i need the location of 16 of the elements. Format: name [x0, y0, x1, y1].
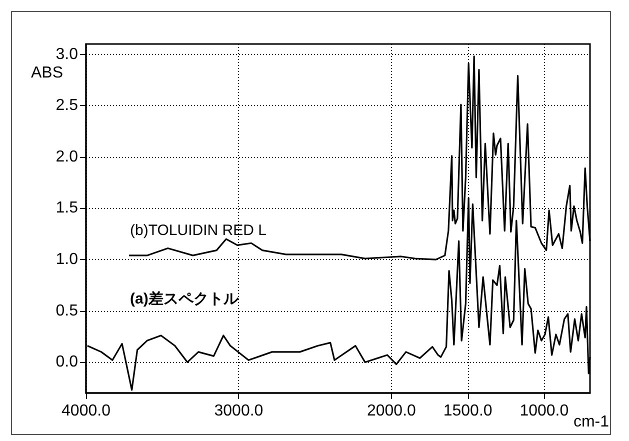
y-tick-label: 2.5	[56, 97, 78, 114]
x-axis-title: cm-1	[573, 414, 610, 430]
x-tick-label: 4000.0	[62, 402, 111, 420]
y-tick-label: 3.0	[56, 46, 78, 63]
x-tick-label: 2000.0	[366, 402, 416, 420]
x-tick-label: 1500.0	[443, 402, 492, 420]
y-tick-label: 0.0	[56, 354, 78, 371]
y-tick-label: 0.5	[56, 302, 78, 320]
y-tick-label: 2.0	[56, 148, 78, 166]
x-tick-label: 1000.0	[520, 402, 569, 420]
x-tick-label: 3000.0	[214, 402, 264, 420]
y-tick-label: 1.5	[56, 200, 78, 217]
y-axis-title: ABS	[31, 64, 64, 82]
series-label: (b)TOLUIDIN RED L	[130, 222, 266, 239]
text: (a)差スペクトル	[130, 290, 240, 308]
y-tick-label: 1.0	[56, 251, 78, 268]
